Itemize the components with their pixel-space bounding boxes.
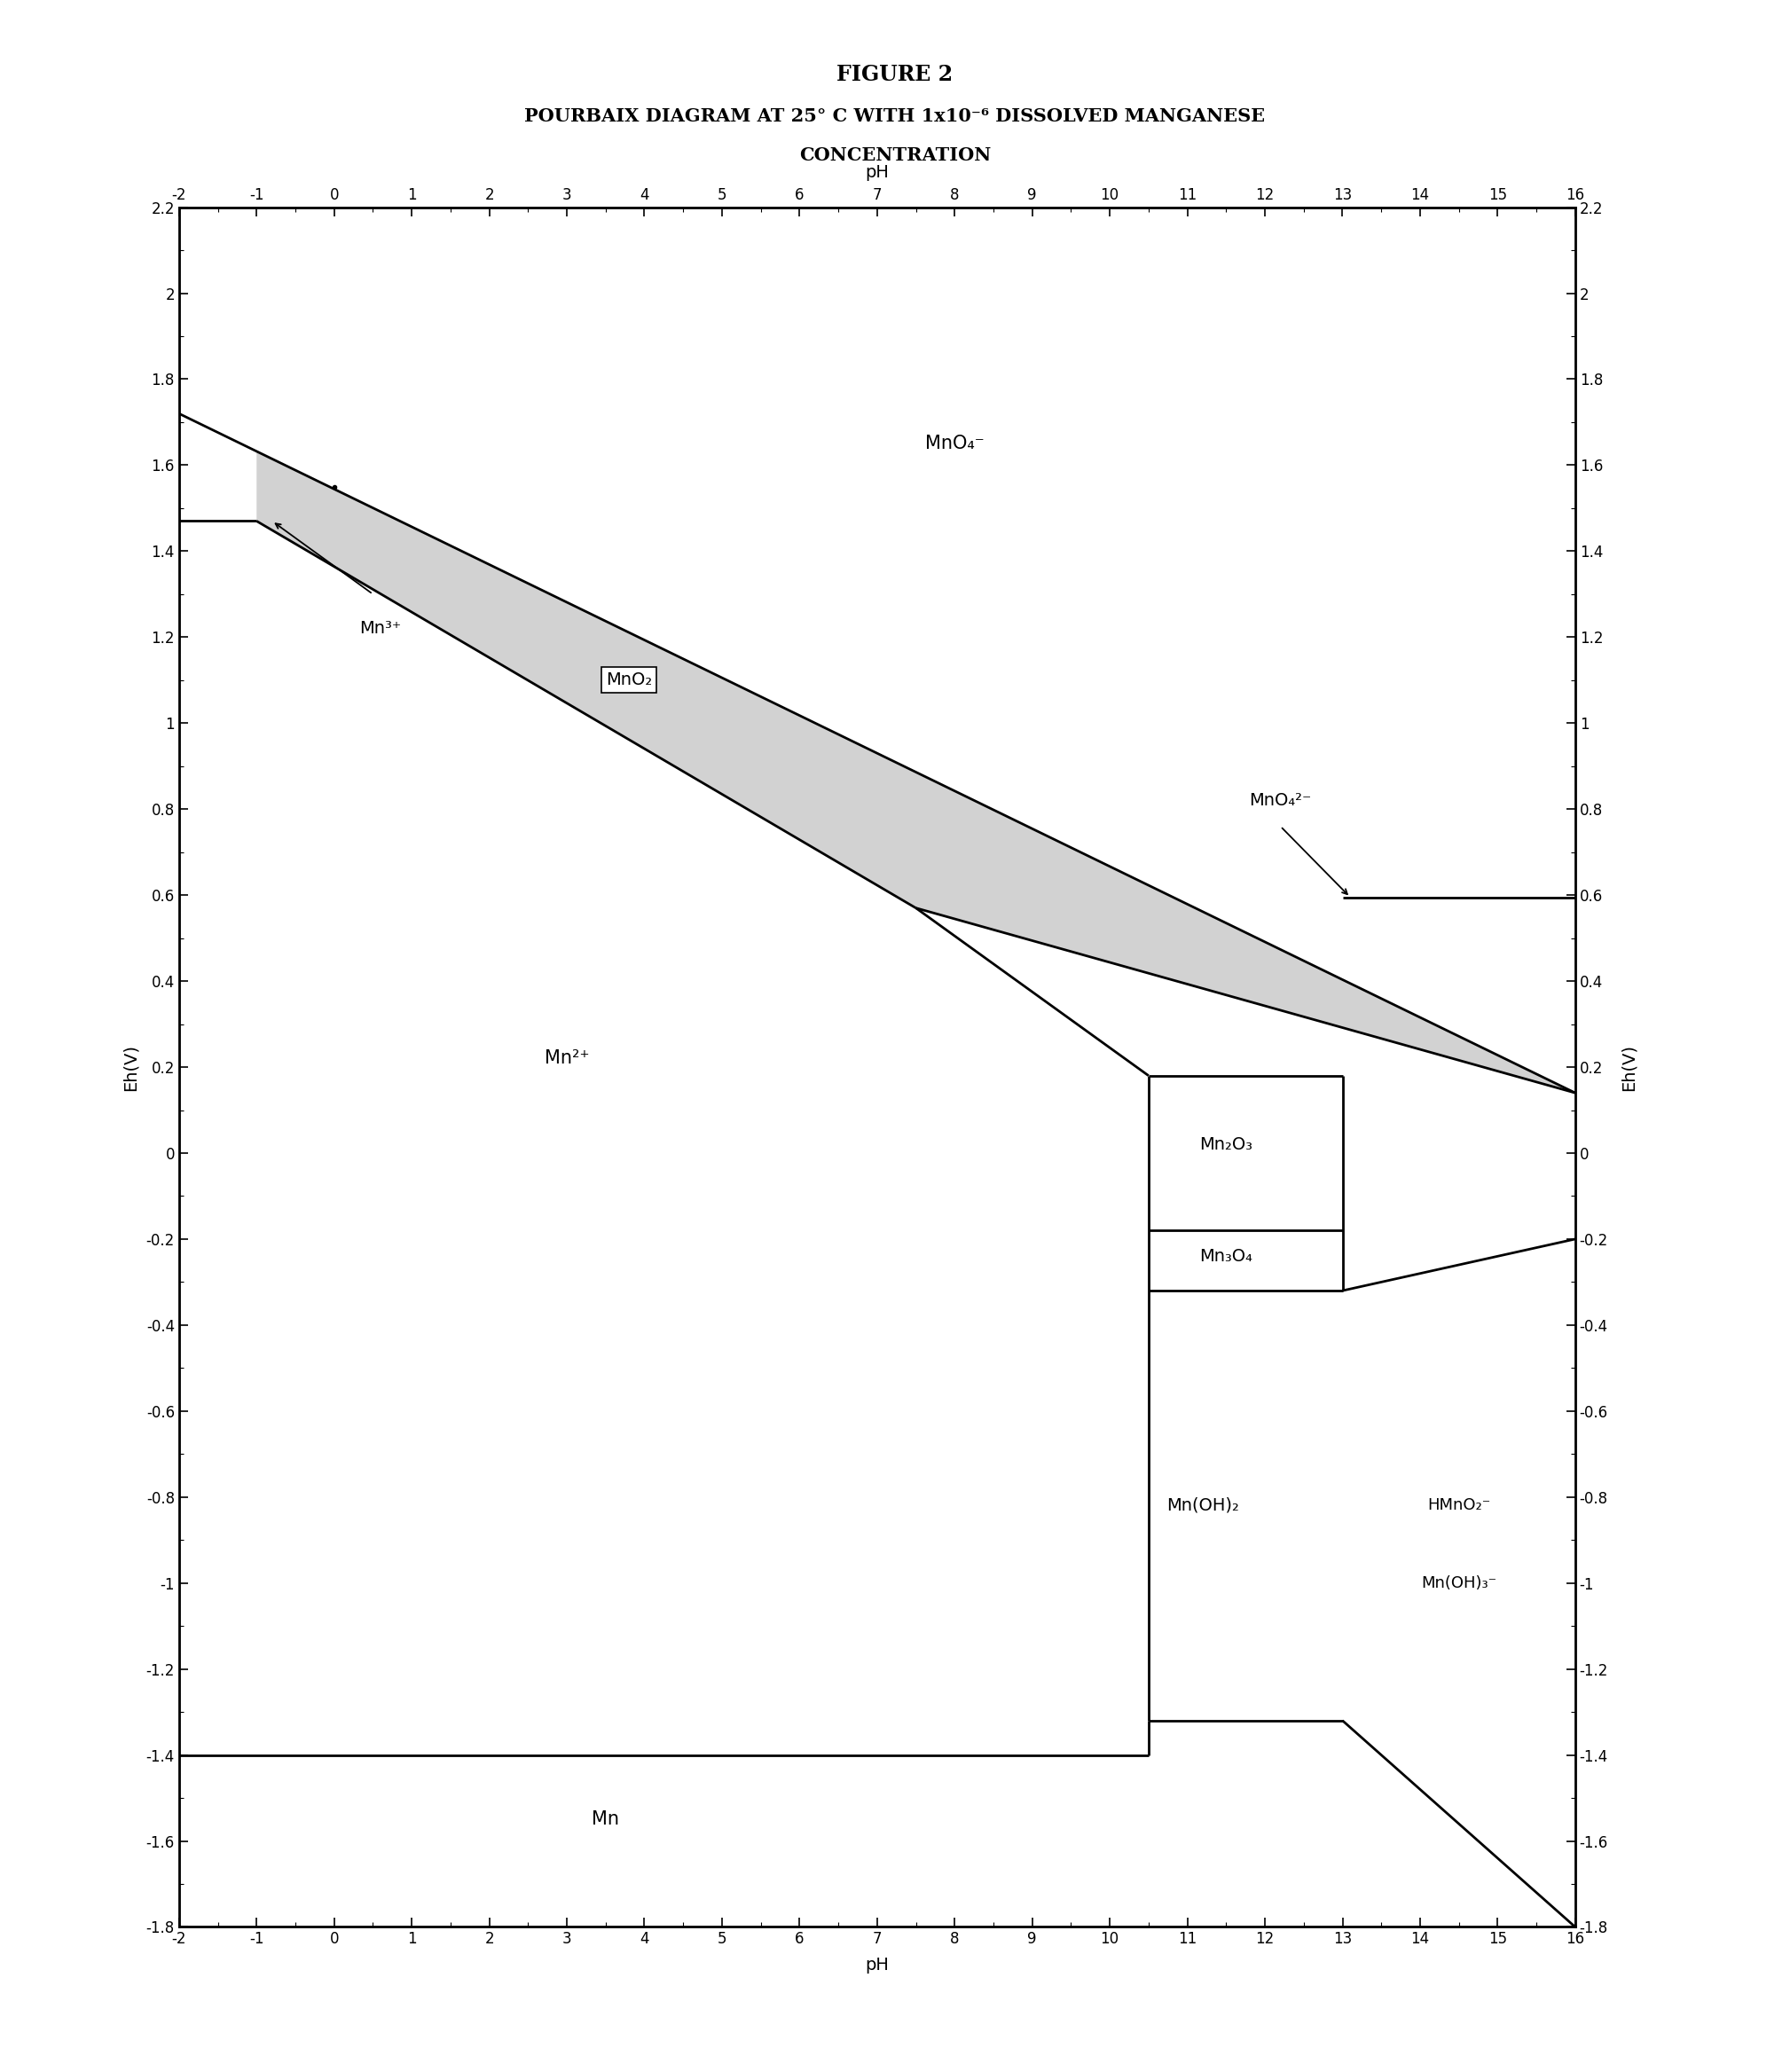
Polygon shape: [256, 452, 1575, 1092]
Text: HMnO₂⁻: HMnO₂⁻: [1427, 1498, 1491, 1515]
Text: Mn₃O₄: Mn₃O₄: [1199, 1247, 1253, 1264]
Text: POURBAIX DIAGRAM AT 25° C WITH 1x10⁻⁶ DISSOLVED MANGANESE: POURBAIX DIAGRAM AT 25° C WITH 1x10⁻⁶ DI…: [524, 108, 1266, 124]
Text: Mn³⁺: Mn³⁺: [360, 620, 401, 636]
Text: Mn(OH)₂: Mn(OH)₂: [1167, 1498, 1239, 1515]
Text: Mn(OH)₃⁻: Mn(OH)₃⁻: [1421, 1575, 1496, 1591]
Text: MnO₄²⁻: MnO₄²⁻: [1249, 792, 1312, 808]
X-axis label: pH: pH: [865, 164, 890, 180]
Text: Mn: Mn: [592, 1811, 619, 1828]
Text: MnO₂: MnO₂: [605, 671, 652, 688]
Text: FIGURE 2: FIGURE 2: [838, 64, 952, 85]
Text: MnO₄⁻: MnO₄⁻: [925, 435, 984, 452]
Y-axis label: Eh(V): Eh(V): [1620, 1044, 1638, 1090]
X-axis label: pH: pH: [865, 1958, 890, 1975]
Y-axis label: Eh(V): Eh(V): [122, 1044, 138, 1090]
Text: Mn²⁺: Mn²⁺: [544, 1051, 589, 1067]
Text: Mn₂O₃: Mn₂O₃: [1199, 1135, 1253, 1152]
Text: CONCENTRATION: CONCENTRATION: [798, 147, 992, 164]
